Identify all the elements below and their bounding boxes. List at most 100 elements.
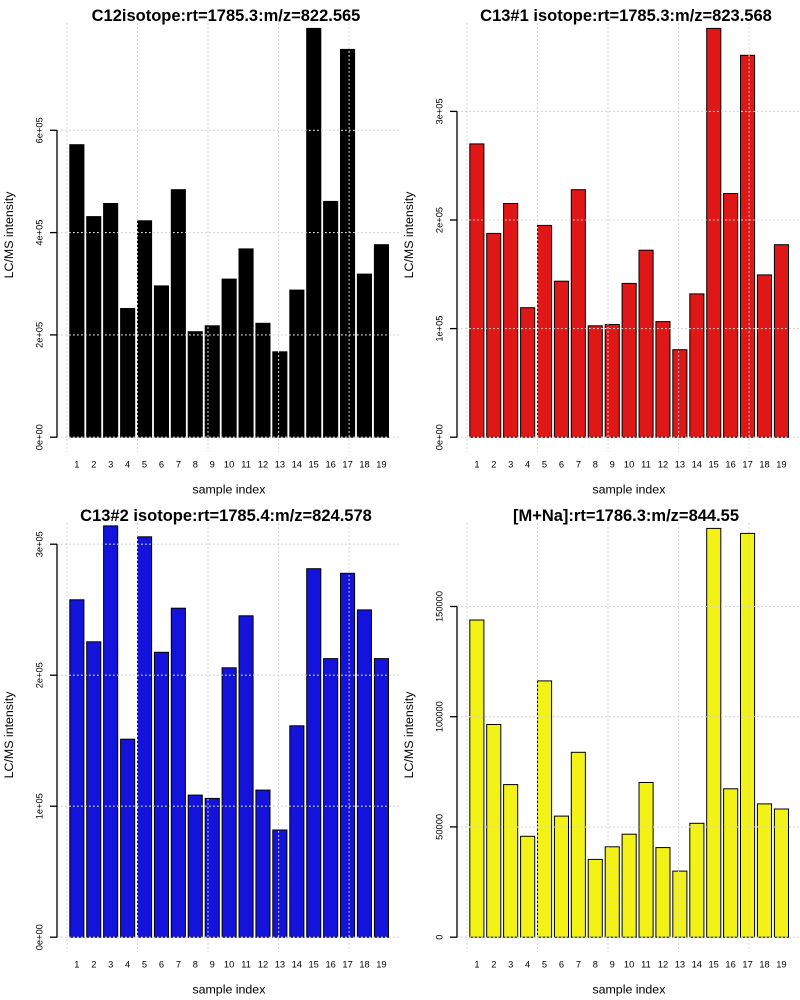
svg-text:sample index: sample index [192,483,266,497]
svg-text:10: 10 [224,460,234,470]
svg-text:0: 0 [434,935,444,940]
svg-text:2: 2 [491,960,496,970]
svg-text:0e+00: 0e+00 [34,424,44,450]
svg-text:18: 18 [359,460,369,470]
svg-text:18: 18 [759,960,769,970]
svg-text:150000: 150000 [434,591,444,622]
svg-text:15: 15 [709,960,719,970]
svg-text:15: 15 [309,960,319,970]
svg-text:15: 15 [709,460,719,470]
svg-text:2: 2 [91,460,96,470]
svg-text:1: 1 [74,960,79,970]
svg-text:14: 14 [692,460,702,470]
svg-text:0e+00: 0e+00 [434,424,444,450]
svg-text:LC/MS intensity: LC/MS intensity [402,691,416,779]
svg-text:sample index: sample index [192,983,266,997]
svg-text:C12isotope:rt=1785.3:m/z=822.5: C12isotope:rt=1785.3:m/z=822.565 [92,7,361,25]
svg-text:1e+05: 1e+05 [34,793,44,819]
svg-text:6: 6 [159,460,164,470]
svg-text:17: 17 [342,960,352,970]
svg-text:7: 7 [176,460,181,470]
svg-text:12: 12 [658,460,668,470]
svg-text:18: 18 [359,960,369,970]
svg-text:19: 19 [776,960,786,970]
svg-text:3e+05: 3e+05 [434,98,444,124]
svg-text:5: 5 [542,460,547,470]
svg-text:2e+05: 2e+05 [434,207,444,233]
svg-text:12: 12 [258,460,268,470]
svg-text:12: 12 [658,960,668,970]
svg-text:16: 16 [725,960,735,970]
svg-text:7: 7 [576,960,581,970]
svg-text:6: 6 [559,460,564,470]
svg-text:1: 1 [474,460,479,470]
svg-text:7: 7 [176,960,181,970]
svg-text:10: 10 [624,960,634,970]
svg-text:16: 16 [326,960,336,970]
svg-text:11: 11 [641,960,651,970]
svg-text:12: 12 [258,960,268,970]
svg-text:7: 7 [576,460,581,470]
svg-text:6: 6 [159,960,164,970]
svg-text:10: 10 [624,460,634,470]
svg-text:4: 4 [525,960,530,970]
svg-text:19: 19 [376,460,386,470]
svg-text:15: 15 [309,460,319,470]
svg-text:5: 5 [142,460,147,470]
svg-text:4: 4 [125,460,130,470]
svg-text:C13#1 isotope:rt=1785.3:m/z=82: C13#1 isotope:rt=1785.3:m/z=823.568 [480,7,772,25]
svg-text:13: 13 [675,460,685,470]
svg-text:13: 13 [275,460,285,470]
svg-text:LC/MS intensity: LC/MS intensity [402,191,416,279]
svg-text:6e+05: 6e+05 [34,117,44,143]
svg-text:2e+05: 2e+05 [34,662,44,688]
svg-text:3: 3 [108,460,113,470]
svg-text:5: 5 [542,960,547,970]
svg-text:sample index: sample index [592,483,666,497]
svg-text:3e+05: 3e+05 [34,531,44,557]
svg-text:19: 19 [776,460,786,470]
svg-text:8: 8 [593,460,598,470]
svg-text:50000: 50000 [434,814,444,840]
svg-text:14: 14 [692,960,702,970]
svg-text:100000: 100000 [434,701,444,732]
svg-text:3: 3 [508,460,513,470]
svg-text:17: 17 [742,460,752,470]
svg-text:11: 11 [641,460,651,470]
svg-text:9: 9 [610,960,615,970]
svg-text:2: 2 [491,460,496,470]
svg-text:5: 5 [142,960,147,970]
svg-text:9: 9 [210,960,215,970]
svg-text:13: 13 [675,960,685,970]
svg-text:0e+00: 0e+00 [34,924,44,950]
svg-text:8: 8 [593,960,598,970]
svg-text:17: 17 [342,460,352,470]
svg-text:18: 18 [759,460,769,470]
svg-text:4: 4 [525,460,530,470]
svg-text:8: 8 [193,960,198,970]
svg-text:4: 4 [125,960,130,970]
svg-text:3: 3 [108,960,113,970]
svg-text:1: 1 [74,460,79,470]
svg-text:LC/MS intensity: LC/MS intensity [2,691,16,779]
svg-text:3: 3 [508,960,513,970]
svg-text:13: 13 [275,960,285,970]
svg-text:1: 1 [474,960,479,970]
svg-text:1e+05: 1e+05 [434,316,444,342]
svg-text:sample index: sample index [592,983,666,997]
svg-text:4e+05: 4e+05 [34,220,44,246]
svg-text:9: 9 [610,460,615,470]
svg-text:LC/MS intensity: LC/MS intensity [2,191,16,279]
svg-text:14: 14 [292,460,302,470]
svg-text:17: 17 [742,960,752,970]
svg-text:19: 19 [376,960,386,970]
svg-text:14: 14 [292,960,302,970]
svg-text:9: 9 [210,460,215,470]
svg-text:6: 6 [559,960,564,970]
svg-text:16: 16 [326,460,336,470]
svg-text:2: 2 [91,960,96,970]
svg-text:11: 11 [241,460,251,470]
svg-text:8: 8 [193,460,198,470]
svg-text:10: 10 [224,960,234,970]
svg-text:2e+05: 2e+05 [34,322,44,348]
